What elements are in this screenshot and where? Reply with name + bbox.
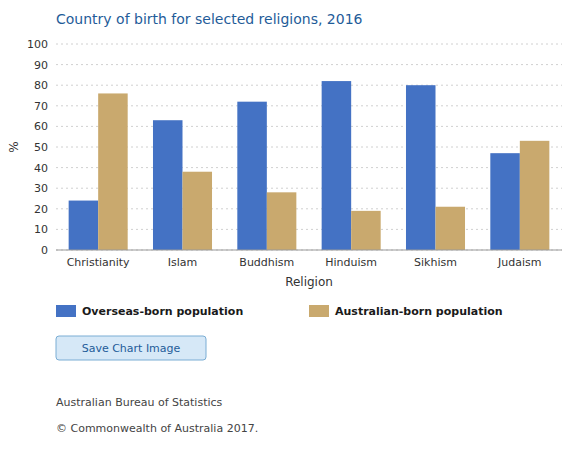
bar bbox=[520, 141, 550, 250]
y-tick-label: 40 bbox=[34, 162, 48, 175]
grid-line bbox=[56, 126, 562, 127]
button-label[interactable]: Save Chart Image bbox=[82, 342, 181, 355]
title: Country of birth for selected religions,… bbox=[56, 11, 363, 27]
grid-line bbox=[56, 147, 562, 148]
x-axis-line bbox=[56, 250, 562, 251]
bar bbox=[183, 172, 213, 250]
legend: Overseas-born population Australian-born … bbox=[56, 305, 503, 318]
bar bbox=[490, 153, 520, 250]
grid-line bbox=[56, 44, 562, 45]
grid-line bbox=[56, 64, 562, 65]
x-tick-label: Christianity bbox=[67, 256, 130, 269]
y-axis-label: % bbox=[7, 141, 21, 152]
legend-label: Australian-born population bbox=[335, 305, 503, 318]
legend-label: Overseas-born population bbox=[82, 305, 243, 318]
y-tick-label: 10 bbox=[34, 223, 48, 236]
x-tick-label: Islam bbox=[168, 256, 198, 269]
footer-text: © Commonwealth of Australia 2017. bbox=[56, 422, 258, 435]
grid-line bbox=[56, 105, 562, 106]
y-tick-label: 80 bbox=[34, 79, 48, 92]
grid-line bbox=[56, 208, 562, 209]
y-tick-label: 90 bbox=[34, 59, 48, 72]
footer-text: Australian Bureau of Statistics bbox=[56, 396, 223, 409]
grid-line bbox=[56, 188, 562, 189]
bar bbox=[98, 93, 128, 250]
bar bbox=[351, 211, 381, 250]
grid bbox=[56, 44, 562, 250]
chart: Country of birth for selected religions,… bbox=[0, 0, 578, 475]
y-tick-label: 0 bbox=[41, 244, 48, 257]
grid-line bbox=[56, 229, 562, 230]
grid-line bbox=[56, 250, 562, 251]
bar bbox=[436, 207, 466, 250]
bar bbox=[237, 102, 267, 250]
y-tick-label: 30 bbox=[34, 182, 48, 195]
bar bbox=[406, 85, 436, 250]
x-axis-label: Religion bbox=[285, 275, 333, 289]
bar bbox=[69, 201, 99, 250]
legend-swatch bbox=[309, 305, 329, 317]
legend-swatch bbox=[56, 305, 76, 317]
bar bbox=[322, 81, 352, 250]
x-tick-label: Hinduism bbox=[325, 256, 377, 269]
y-tick-label: 50 bbox=[34, 141, 48, 154]
y-tick-label: 100 bbox=[27, 38, 48, 51]
y-tick-label: 70 bbox=[34, 100, 48, 113]
y-tick-label: 20 bbox=[34, 203, 48, 216]
grid-line bbox=[56, 167, 562, 168]
save-button[interactable]: Save Chart Image bbox=[56, 336, 206, 360]
x-tick-label: Buddhism bbox=[239, 256, 294, 269]
bars bbox=[69, 81, 550, 250]
y-tick-label: 60 bbox=[34, 120, 48, 133]
bar bbox=[267, 192, 297, 250]
bar bbox=[153, 120, 183, 250]
x-tick-label: Judaism bbox=[497, 256, 541, 269]
x-tick-label: Sikhism bbox=[414, 256, 457, 269]
button-box[interactable] bbox=[56, 336, 206, 360]
grid-line bbox=[56, 85, 562, 86]
